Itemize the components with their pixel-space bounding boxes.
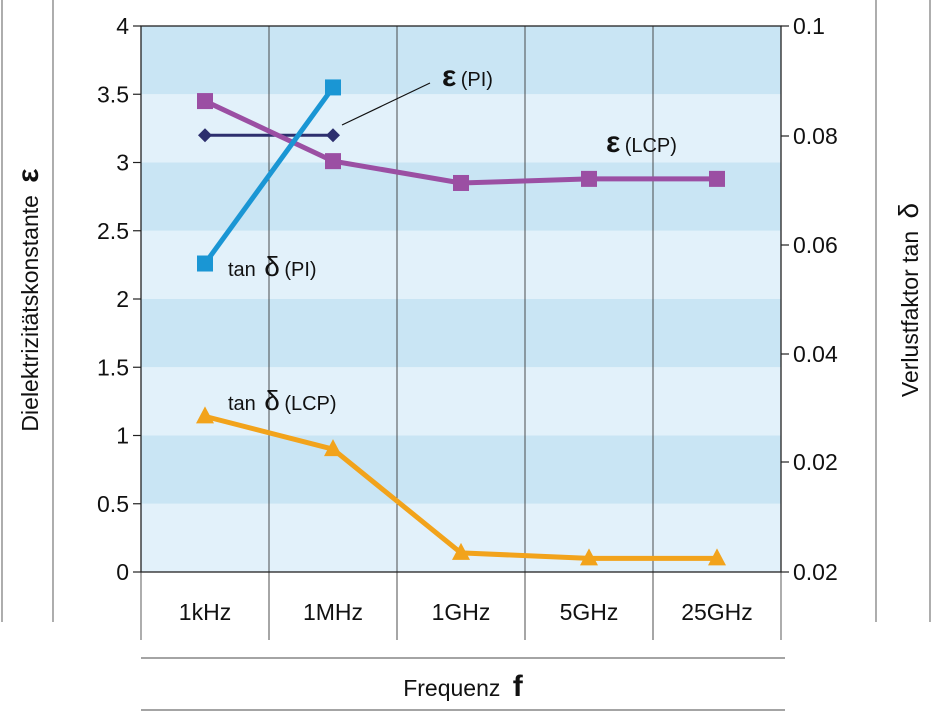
svg-text:Dielektrizitätskonstante: Dielektrizitätskonstante ε [12, 168, 45, 431]
x-tick-labels: 1kHz 1MHz 1GHz 5GHz 25GHz [179, 599, 753, 625]
tan-pi-annotation-prefix: tan [228, 259, 256, 281]
tan-pi-annotation-symbol: δ [264, 251, 280, 282]
left-tick-label: 1 [116, 423, 129, 449]
eps-pi-leader-line [341, 82, 431, 126]
series-eps-pi [198, 128, 340, 143]
right-tick-label: 0.02 [793, 559, 838, 585]
data-point-tan-lcp-1 [324, 439, 342, 457]
right-tick-label: 0.08 [793, 123, 838, 149]
eps-pi-annotation-sub: (PI) [461, 69, 493, 91]
eps-lcp-annotation-sub: (LCP) [625, 135, 677, 157]
right-tick-label: 0.06 [793, 232, 838, 258]
left-tick-label: 2 [116, 286, 129, 312]
data-point-eps-lcp-3 [581, 170, 597, 187]
x-tick-label: 25GHz [681, 599, 753, 625]
y-axis-right-title-text: Verlustfaktor tan [897, 231, 923, 397]
left-tick-label: 0.5 [97, 491, 129, 517]
data-point-eps-lcp-0 [197, 93, 213, 110]
right-tick-labels: 0.02 0.02 0.04 0.06 0.08 0.1 [781, 13, 838, 585]
tan-lcp-annotation: tan δ (LCP) [228, 385, 337, 416]
x-tick-label: 1MHz [303, 599, 363, 625]
data-point-eps-lcp-2 [453, 174, 469, 191]
tan-lcp-annotation-sub: (LCP) [284, 393, 336, 415]
left-tick-label: 3.5 [97, 81, 129, 107]
svg-text:Frequenz f: Frequenz f [403, 670, 524, 703]
eps-lcp-annotation-symbol: ε [606, 126, 620, 159]
tan-lcp-annotation-prefix: tan [228, 393, 256, 415]
data-point-tan-pi-1 [325, 79, 341, 96]
data-point-tan-pi-0 [197, 255, 213, 272]
left-tick-label: 1.5 [97, 354, 129, 380]
x-tick-label: 1kHz [179, 599, 231, 625]
eps-lcp-annotation: ε (LCP) [606, 126, 677, 159]
band-5 [141, 162, 781, 231]
data-point-tan-lcp-0 [196, 406, 214, 424]
y-axis-right-title: Verlustfaktor tan δ [893, 203, 924, 397]
left-tick-label: 4 [116, 13, 129, 39]
x-axis-title: Frequenz f [403, 670, 524, 703]
right-tick-label: 0.02 [793, 449, 838, 475]
left-tick-label: 2.5 [97, 218, 129, 244]
band-6 [141, 94, 781, 163]
y-axis-right-symbol: δ [893, 203, 924, 219]
tan-pi-annotation-sub: (PI) [284, 259, 316, 281]
tan-lcp-annotation-symbol: δ [264, 385, 280, 416]
x-axis-symbol: f [513, 670, 524, 703]
data-point-eps-lcp-1 [325, 153, 341, 170]
left-tick-label: 3 [116, 150, 129, 176]
eps-pi-annotation: ε (PI) [442, 60, 493, 93]
background-bands [141, 26, 781, 572]
series-eps-lcp [197, 93, 725, 191]
band-4 [141, 230, 781, 299]
tan-pi-annotation: tan δ (PI) [228, 251, 317, 282]
series-tan-pi [197, 79, 341, 272]
data-point-eps-pi-1 [326, 128, 340, 143]
data-point-tan-lcp-2 [452, 542, 470, 560]
x-tick-label: 1GHz [432, 599, 491, 625]
eps-pi-annotation-symbol: ε [442, 60, 456, 93]
svg-text:Verlustfaktor tan δ: Verlustfaktor tan δ [893, 203, 924, 397]
y-axis-left-symbol: ε [12, 168, 45, 182]
data-point-tan-lcp-3 [580, 548, 598, 566]
band-7 [141, 26, 781, 95]
series-tan-lcp [196, 406, 726, 566]
band-0 [141, 503, 781, 572]
series-layer [196, 79, 726, 566]
left-tick-labels: 0 0.5 1 1.5 2 2.5 3 3.5 4 [97, 13, 141, 585]
right-tick-label: 0.1 [793, 13, 825, 39]
data-point-tan-lcp-4 [708, 548, 726, 566]
data-point-eps-lcp-4 [709, 170, 725, 187]
band-3 [141, 299, 781, 368]
data-point-eps-pi-0 [198, 128, 212, 143]
band-2 [141, 367, 781, 436]
band-1 [141, 435, 781, 504]
series-line-tan-pi [202, 85, 336, 265]
x-tick-label: 5GHz [560, 599, 619, 625]
y-axis-left-title-text: Dielektrizitätskonstante [17, 195, 43, 432]
right-tick-label: 0.04 [793, 341, 838, 367]
left-tick-label: 0 [116, 559, 129, 585]
y-axis-left-title: Dielektrizitätskonstante ε [12, 168, 45, 431]
x-axis-title-text: Frequenz [403, 675, 500, 701]
